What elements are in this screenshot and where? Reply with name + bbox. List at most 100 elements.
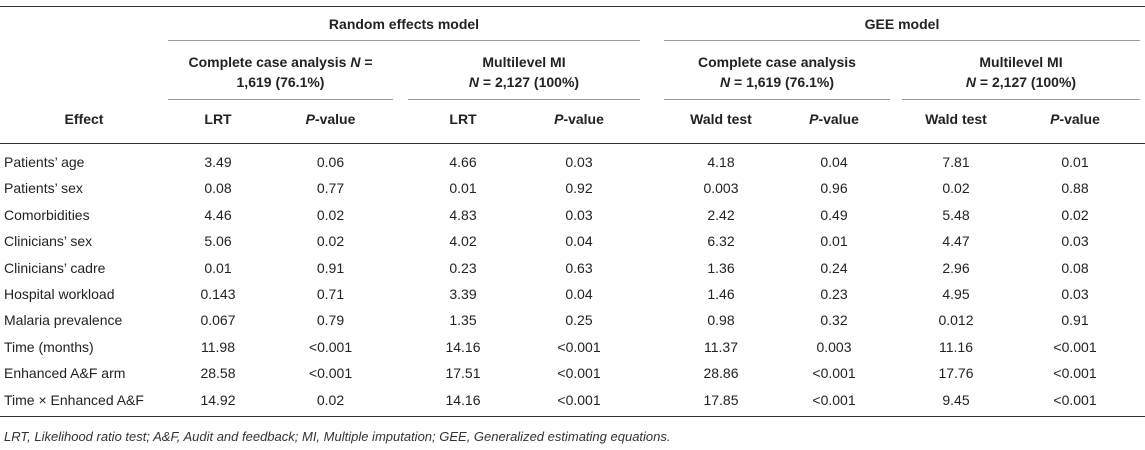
table-cell: 3.49 xyxy=(204,154,232,170)
table-cell: 0.01 xyxy=(820,233,848,250)
table-cell: 0.24 xyxy=(820,259,848,276)
table-cell: 4.47 xyxy=(942,233,970,250)
sub-header-line1: Complete case analysis xyxy=(698,54,856,70)
sub-rule-3 xyxy=(664,99,890,100)
table-cell: 14.16 xyxy=(445,338,481,355)
table-cell: 0.91 xyxy=(316,259,345,276)
table-cell: <0.001 xyxy=(812,365,856,382)
sub-header-line2: N = 2,127 (100%) xyxy=(468,74,580,90)
table-cell: 0.02 xyxy=(316,206,345,223)
table-cell: 0.08 xyxy=(204,180,232,197)
sub-rule-1 xyxy=(168,99,393,100)
table-cell: 0.01 xyxy=(449,180,477,197)
table-cell: 0.77 xyxy=(316,180,345,197)
sub-header-line1: Multilevel MI xyxy=(979,54,1063,70)
table-cell: 5.48 xyxy=(942,206,970,223)
table-cell: 3.39 xyxy=(449,286,477,302)
col-header-pvalue: P-value xyxy=(554,111,604,127)
table-cell: 17.76 xyxy=(938,365,974,382)
table-cell: 0.03 xyxy=(1061,233,1089,250)
col-header-pvalue: P-value xyxy=(1050,111,1100,127)
sub-header-line1: Multilevel MI xyxy=(482,54,566,70)
table-cell: 28.58 xyxy=(200,365,236,382)
table-cell: 0.91 xyxy=(1061,312,1089,329)
table-cell: 28.86 xyxy=(703,365,739,382)
group-header-gee: GEE model xyxy=(864,16,940,32)
group-header-random-effects: Random effects model xyxy=(328,16,480,32)
group-rule-gee xyxy=(664,40,1140,41)
table-cell: 9.45 xyxy=(942,391,970,408)
header-bottom-rule xyxy=(0,143,1145,144)
table-cell: 0.012 xyxy=(938,312,974,329)
table-cell: 0.01 xyxy=(1061,154,1089,170)
table-cell: 4.46 xyxy=(204,206,232,223)
sub-header-gee-mi: Multilevel MI N = 2,127 (100%) xyxy=(902,52,1140,92)
sub-header-random-mi: Multilevel MI N = 2,127 (100%) xyxy=(408,52,640,92)
row-effect-label: Malaria prevalence xyxy=(4,312,123,329)
table-cell: 14.16 xyxy=(445,391,481,408)
table-cell: 0.49 xyxy=(820,206,848,223)
table-cell: 4.02 xyxy=(449,233,477,250)
row-effect-label: Comorbidities xyxy=(4,206,90,223)
sub-rule-2 xyxy=(408,99,640,100)
table-cell: 4.66 xyxy=(449,154,477,170)
row-effect-label: Patients’ sex xyxy=(4,180,83,197)
table-cell: 0.01 xyxy=(204,259,232,276)
table-cell: 0.03 xyxy=(565,206,593,223)
table-cell: 2.96 xyxy=(942,259,970,276)
table-cell: 0.003 xyxy=(816,338,852,355)
sub-header-random-cca: Complete case analysis N = 1,619 (76.1%) xyxy=(168,52,393,92)
sub-header-line2: N = 2,127 (100%) xyxy=(965,74,1077,90)
table-cell: 0.04 xyxy=(565,286,593,302)
table-cell: 5.06 xyxy=(204,233,232,250)
table-cell: <0.001 xyxy=(308,338,353,355)
table-cell: 0.32 xyxy=(820,312,848,329)
table-cell: 0.96 xyxy=(820,180,848,197)
col-header-effect: Effect xyxy=(64,111,104,127)
row-effect-label: Patients’ age xyxy=(4,154,85,170)
table-cell: <0.001 xyxy=(557,338,601,355)
sub-header-gee-cca: Complete case analysis N = 1,619 (76.1%) xyxy=(664,52,890,92)
col-header-lrt: LRT xyxy=(449,111,477,127)
table-cell: 0.143 xyxy=(200,286,236,302)
table-cell: 0.04 xyxy=(565,233,593,250)
group-rule-random xyxy=(168,40,640,41)
table-cell: 0.98 xyxy=(707,312,735,329)
table-cell: 0.03 xyxy=(1061,286,1089,302)
row-effect-label: Enhanced A&F arm xyxy=(4,365,126,382)
table-cell: 4.83 xyxy=(449,206,477,223)
table-cell: <0.001 xyxy=(812,391,856,408)
table-cell: <0.001 xyxy=(1053,391,1097,408)
row-effect-label: Time × Enhanced A&F xyxy=(4,391,144,408)
table-cell: 17.51 xyxy=(445,365,481,382)
table-cell: 17.85 xyxy=(703,391,739,408)
table-footnote: LRT, Likelihood ratio test; A&F, Audit a… xyxy=(4,429,671,444)
table-cell: 0.92 xyxy=(565,180,593,197)
table-cell: 0.02 xyxy=(1061,206,1089,223)
col-header-pvalue: P-value xyxy=(305,111,356,127)
table-cell: 2.42 xyxy=(707,206,735,223)
top-rule xyxy=(0,6,1145,7)
sub-header-line2: 1,619 (76.1%) xyxy=(236,74,325,90)
table-cell: 0.25 xyxy=(565,312,593,329)
table-cell: 0.63 xyxy=(565,259,593,276)
table-cell: 14.92 xyxy=(200,391,236,408)
table-cell: 0.02 xyxy=(316,233,345,250)
table-cell: 6.32 xyxy=(707,233,735,250)
sub-header-line1: Complete case analysis N = xyxy=(188,54,373,70)
table-cell: 0.02 xyxy=(942,180,970,197)
table-cell: <0.001 xyxy=(1053,365,1097,382)
table-cell: 4.95 xyxy=(942,286,970,302)
table-cell: 0.067 xyxy=(200,312,236,329)
table-cell: 1.46 xyxy=(707,286,735,302)
row-effect-label: Clinicians’ cadre xyxy=(4,259,106,276)
bottom-rule xyxy=(0,416,1145,417)
col-header-wald: Wald test xyxy=(690,111,752,127)
table-cell: 1.36 xyxy=(707,259,735,276)
table-cell: 11.16 xyxy=(939,338,973,355)
sub-rule-4 xyxy=(902,99,1140,100)
table-cell: 11.37 xyxy=(704,338,738,355)
table-cell: 0.88 xyxy=(1061,180,1089,197)
row-effect-label: Clinicians’ sex xyxy=(4,233,93,250)
col-header-pvalue: P-value xyxy=(809,111,859,127)
